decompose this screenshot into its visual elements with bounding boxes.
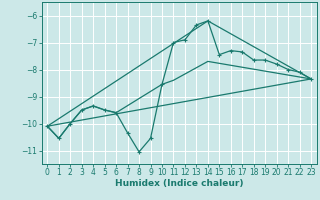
X-axis label: Humidex (Indice chaleur): Humidex (Indice chaleur) [115,179,244,188]
